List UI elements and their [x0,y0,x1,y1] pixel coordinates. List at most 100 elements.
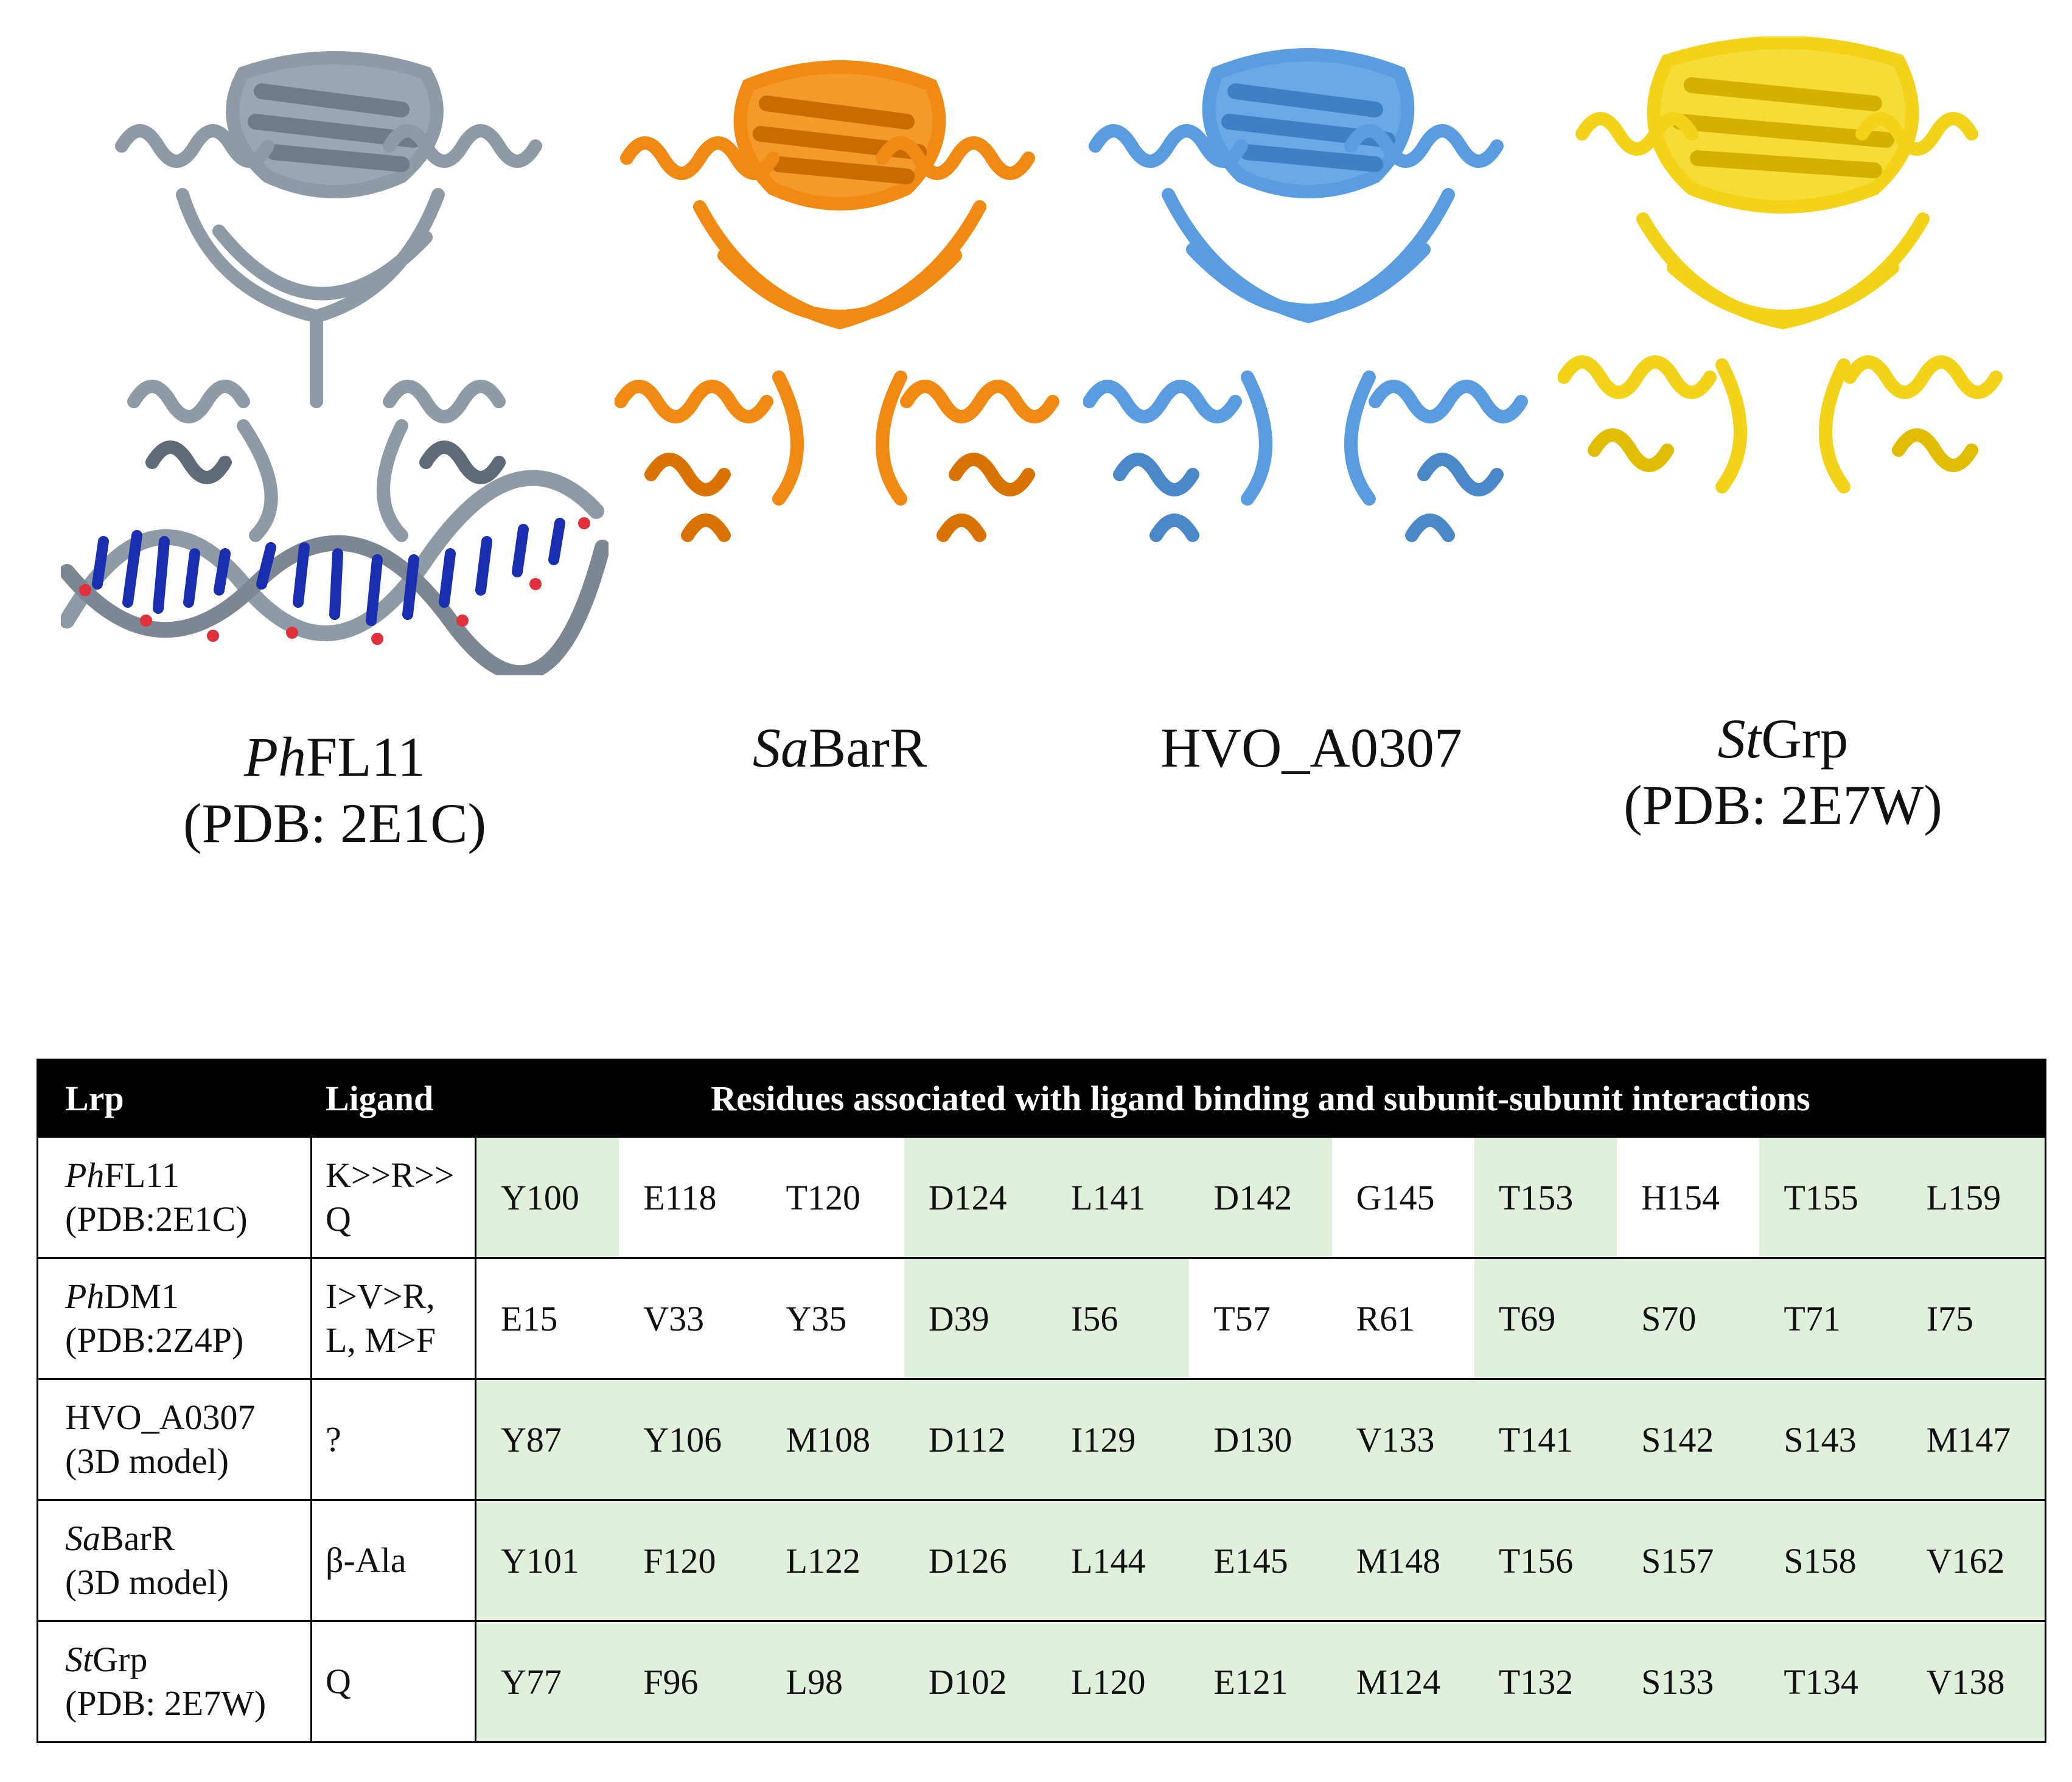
residue: S143 [1759,1380,1902,1499]
residue: E121 [1189,1622,1332,1741]
residue: G145 [1331,1138,1474,1257]
ligand-cell: β-Ala [310,1499,476,1622]
structure-hvo-a0307-image [1083,37,1533,584]
residue: V33 [619,1259,762,1378]
residue: T134 [1759,1622,1902,1741]
residue: E15 [476,1259,619,1378]
residue: V138 [1902,1622,2045,1741]
ligand-line-1: ? [326,1419,341,1459]
residue: L98 [761,1622,904,1741]
lrp-name: HVO_A0307 [65,1397,256,1437]
residue: T57 [1189,1259,1332,1378]
residue: L141 [1047,1138,1190,1257]
residue: D142 [1189,1138,1332,1257]
residue: S142 [1617,1380,1760,1499]
lrp-prefix: St [65,1639,93,1679]
lrp-name: Grp [92,1639,148,1679]
residue: T120 [761,1138,904,1257]
ligand-line-2: L, M>F [326,1320,436,1360]
residue: D39 [904,1259,1047,1378]
header-lrp: Lrp [37,1059,312,1138]
residue: E118 [619,1138,762,1257]
residues-cell: Y100 E118 T120 D124 L141 D142 G145 T153 H154 T155… [475,1136,2046,1259]
residue: S157 [1617,1501,1760,1620]
residues-cell: E15 V33 Y35 D39 I56 T57 R61 T69 S70 T71 I75 [475,1257,2046,1380]
residues-cell: Y77 F96 L98 D102 L120 E121 M124 T132 S133 T134 V13… [475,1620,2046,1743]
residue: T71 [1759,1259,1902,1378]
residue: T69 [1474,1259,1617,1378]
residue: D102 [904,1622,1047,1741]
lrp-prefix: Ph [65,1276,105,1316]
residue: E145 [1189,1501,1332,1620]
residue: V162 [1902,1501,2045,1620]
residue: Y77 [476,1622,619,1741]
residue: M147 [1902,1380,2045,1499]
lrp-source: (3D model) [65,1562,229,1602]
residue: Y35 [761,1259,904,1378]
lrp-cell: PhFL11 (PDB:2E1C) [37,1136,312,1259]
residue: S158 [1759,1501,1902,1620]
residue: V133 [1331,1380,1474,1499]
ligand-cell: K>>R>> Q [310,1136,476,1259]
residue: Y100 [476,1138,619,1257]
residue: M124 [1331,1622,1474,1741]
residue: M148 [1331,1501,1474,1620]
lrp-source: (3D model) [65,1441,229,1481]
structure-stgrp-image [1558,37,2008,560]
residue: D130 [1189,1380,1332,1499]
ligand-cell: ? [310,1378,476,1501]
ligand-cell: Q [310,1620,476,1743]
residue: T156 [1474,1501,1617,1620]
residue: H154 [1617,1138,1760,1257]
table-row: HVO_A0307 (3D model)? Y87 Y106 M108 D112 I129 D… [37,1378,2046,1501]
residue: L122 [761,1501,904,1620]
caption-phfl11: PhFL11 (PDB: 2E1C) [183,726,487,854]
residue: D126 [904,1501,1047,1620]
lrp-prefix: Ph [65,1155,105,1195]
residue: D124 [904,1138,1047,1257]
table-row: PhFL11 (PDB:2E1C) K>>R>> Q Y100 E118 T120 D124 L… [37,1136,2046,1259]
caption-hvo-a0307: HVO_A0307 [1160,717,1462,779]
residue: Y101 [476,1501,619,1620]
table-row: PhDM1 (PDB:2Z4P) I>V>R, L, M>F E15 V33 Y35 D39 I… [37,1257,2046,1380]
residue: D112 [904,1380,1047,1499]
lrp-cell: HVO_A0307 (3D model) [37,1378,312,1501]
table-row: SaBarR (3D model) β-Ala Y101 F120 L122 D126 L14… [37,1499,2046,1622]
lrp-cell: PhDM1 (PDB:2Z4P) [37,1257,312,1380]
residues-table: Lrp Ligand Residues associated with liga… [37,1059,2046,1743]
protein-ribbon-with-dna-icon [61,51,609,675]
structure-sabarr-image [615,37,1065,584]
lrp-name: FL11 [104,1155,180,1195]
residue: L144 [1047,1501,1190,1620]
residues-cell: Y101 F120 L122 D126 L144 E145 M148 T156 S157 S158… [475,1499,2046,1622]
lrp-cell: SaBarR (3D model) [37,1499,312,1622]
lrp-name: DM1 [104,1276,179,1316]
residue: T132 [1474,1622,1617,1741]
residues-cell: Y87 Y106 M108 D112 I129 D130 V133 T141 S142 S143 M… [475,1378,2046,1501]
residue: L159 [1902,1138,2045,1257]
ligand-cell: I>V>R, L, M>F [310,1257,476,1380]
residue: Y87 [476,1380,619,1499]
residue: T155 [1759,1138,1902,1257]
residue: F120 [619,1501,762,1620]
caption-sabarr: SaBarR [752,717,927,779]
lrp-cell: StGrp (PDB: 2E7W) [37,1620,312,1743]
caption-stgrp: StGrp (PDB: 2E7W) [1624,708,1942,836]
lrp-name: BarR [100,1518,175,1558]
structure-phfl11-image [61,37,609,675]
protein-ribbon-icon [1558,37,2003,493]
residue: L120 [1047,1622,1190,1741]
residue: T141 [1474,1380,1617,1499]
lrp-source: (PDB:2Z4P) [65,1320,244,1360]
residue: R61 [1331,1259,1474,1378]
protein-ribbon-icon [1083,48,1528,542]
lrp-source: (PDB: 2E7W) [65,1683,267,1723]
lrp-source: (PDB:2E1C) [65,1199,248,1239]
ligand-line-2: Q [326,1199,351,1239]
table-row: StGrp (PDB: 2E7W) Q Y77 F96 L98 D102 L120 E121 M1… [37,1620,2046,1743]
header-ligand: Ligand [310,1059,476,1138]
residue: S70 [1617,1259,1760,1378]
residue: I129 [1047,1380,1190,1499]
residue: I75 [1902,1259,2045,1378]
residue: Y106 [619,1380,762,1499]
